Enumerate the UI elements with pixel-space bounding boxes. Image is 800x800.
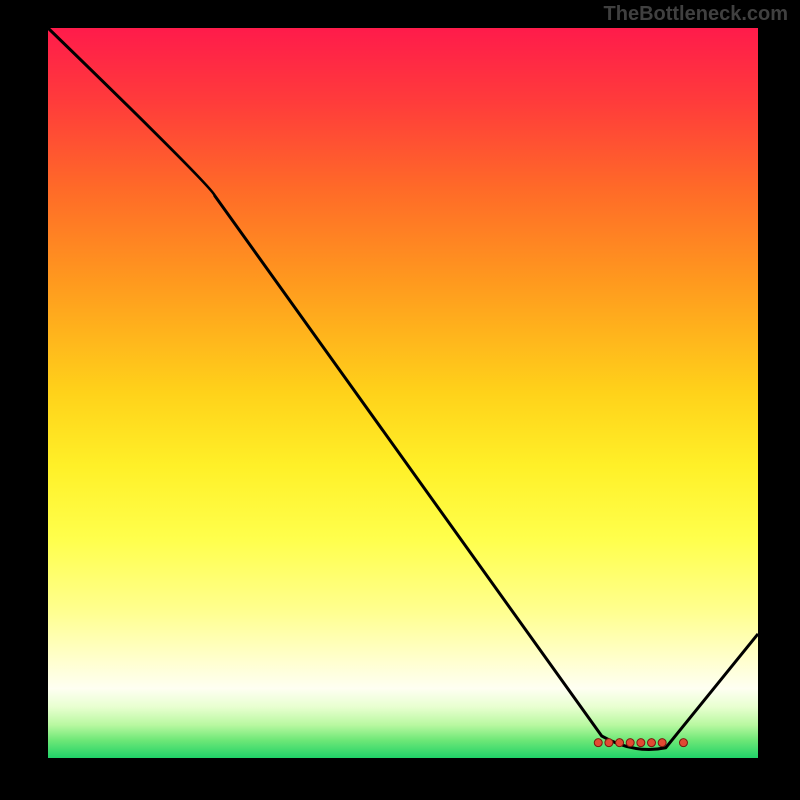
chart-svg	[48, 28, 758, 758]
marker-dot	[594, 739, 602, 747]
chart-container: TheBottleneck.com	[0, 0, 800, 800]
watermark-text: TheBottleneck.com	[604, 3, 788, 26]
marker-dot	[616, 739, 624, 747]
marker-dot	[626, 739, 634, 747]
marker-dot	[637, 739, 645, 747]
marker-dot	[648, 739, 656, 747]
marker-dot	[679, 739, 687, 747]
gradient-background	[48, 28, 758, 758]
marker-dot	[605, 739, 613, 747]
marker-dot	[658, 739, 666, 747]
plot-area	[48, 28, 758, 758]
